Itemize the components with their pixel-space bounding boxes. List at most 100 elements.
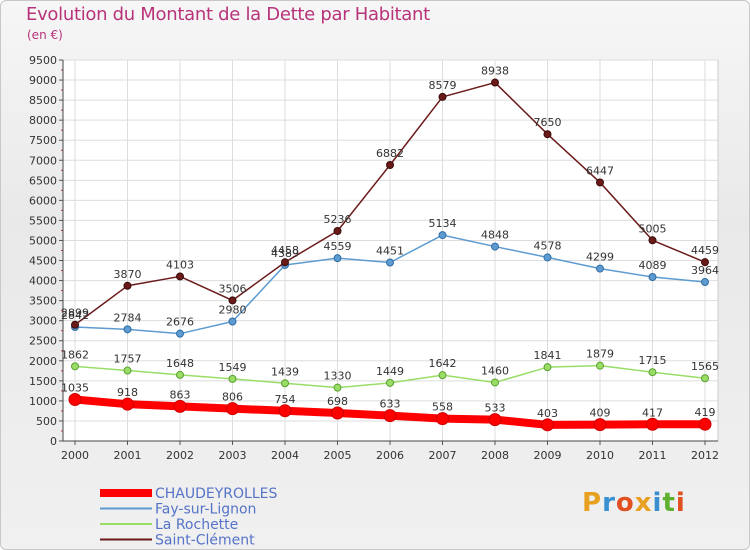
proxiti-logo: Proxiti [582, 488, 686, 518]
data-point [123, 325, 132, 334]
x-tick-label: 2011 [639, 449, 667, 462]
data-label: 3964 [691, 264, 719, 277]
data-point [698, 417, 712, 431]
data-point [648, 368, 657, 377]
data-point [176, 272, 184, 281]
data-point [173, 399, 187, 413]
data-label: 1035 [61, 381, 89, 394]
data-label: 754 [275, 393, 296, 406]
data-label: 4458 [271, 244, 299, 257]
data-point [123, 366, 132, 375]
y-tick-label: 1500 [29, 375, 57, 388]
y-tick-label: 8500 [29, 94, 57, 107]
data-point [438, 92, 447, 101]
data-label: 4451 [376, 244, 404, 257]
data-point [68, 392, 82, 406]
data-point [701, 258, 709, 267]
data-point [71, 320, 79, 329]
data-label: 1642 [429, 357, 457, 370]
data-label: 8579 [429, 79, 457, 92]
data-label: 2676 [166, 316, 194, 329]
legend-label: CHAUDEYROLLES [155, 486, 277, 502]
data-point [281, 379, 289, 388]
data-label: 4389 [271, 247, 299, 260]
data-point [176, 370, 184, 379]
data-point [121, 397, 134, 411]
data-point [278, 404, 292, 418]
x-tick-label: 2008 [481, 449, 509, 462]
data-label: 7650 [534, 116, 562, 129]
data-point [228, 374, 237, 383]
data-label: 409 [590, 407, 611, 420]
data-label: 1862 [61, 348, 89, 361]
x-tick-label: 2005 [324, 449, 352, 462]
data-point [701, 374, 709, 383]
data-label: 1549 [219, 361, 247, 374]
data-point [281, 258, 289, 267]
data-label: 633 [380, 398, 401, 411]
data-label: 4559 [324, 240, 352, 253]
data-point [596, 178, 604, 187]
x-tick-label: 2002 [166, 449, 194, 462]
data-label: 2980 [219, 303, 247, 316]
y-tick-label: 3000 [29, 315, 57, 328]
y-tick-label: 500 [36, 415, 57, 428]
data-point [491, 242, 499, 251]
data-label: 558 [432, 401, 453, 414]
data-point [596, 361, 604, 370]
y-tick-label: 5000 [29, 234, 57, 247]
data-point [491, 78, 499, 87]
data-point [488, 413, 502, 427]
data-label: 403 [537, 407, 558, 420]
data-label: 5134 [429, 217, 457, 230]
x-tick-label: 2001 [114, 449, 142, 462]
data-point [331, 406, 344, 420]
x-tick-label: 2000 [61, 449, 89, 462]
data-point [228, 296, 237, 305]
data-label: 3506 [219, 282, 247, 295]
data-label: 1879 [586, 348, 614, 361]
data-label: 3870 [114, 268, 142, 281]
data-label: 2899 [61, 307, 89, 320]
data-label: 1330 [324, 370, 352, 383]
y-tick-label: 4000 [29, 275, 57, 288]
data-point [228, 317, 237, 326]
data-point [543, 130, 552, 139]
data-point [543, 253, 552, 262]
data-point [333, 254, 342, 263]
data-label: 5005 [639, 222, 667, 235]
data-label: 1460 [481, 364, 509, 377]
data-label: 533 [485, 402, 506, 415]
data-point [226, 402, 239, 416]
chart-title: Evolution du Montant de la Dette par Hab… [26, 4, 430, 25]
data-label: 8938 [481, 65, 509, 78]
y-tick-label: 7500 [29, 134, 57, 147]
data-label: 698 [327, 395, 348, 408]
data-label: 417 [642, 406, 663, 419]
legend-label: La Rochette [155, 517, 238, 533]
x-tick-label: 2007 [429, 449, 457, 462]
x-tick-label: 2010 [586, 449, 614, 462]
data-point [386, 378, 394, 387]
data-label: 863 [170, 388, 191, 401]
data-label: 419 [695, 406, 716, 419]
y-tick-label: 5500 [29, 214, 57, 227]
x-tick-label: 2006 [376, 449, 404, 462]
y-tick-label: 1000 [29, 395, 57, 408]
data-point [438, 371, 447, 380]
data-label: 4578 [534, 239, 562, 252]
data-point [593, 418, 607, 432]
data-label: 1757 [114, 353, 142, 366]
y-tick-label: 6500 [29, 174, 57, 187]
data-label: 2784 [114, 311, 142, 324]
x-tick-label: 2004 [271, 449, 299, 462]
legend-label: Saint-Clément [155, 533, 255, 549]
y-tick-label: 8000 [29, 114, 57, 127]
data-label: 1648 [166, 357, 194, 370]
y-tick-label: 3500 [29, 295, 57, 308]
data-label: 6447 [586, 164, 614, 177]
data-label: 806 [222, 391, 243, 404]
data-label: 4103 [166, 258, 194, 271]
data-point [386, 258, 394, 267]
data-point [491, 378, 499, 387]
